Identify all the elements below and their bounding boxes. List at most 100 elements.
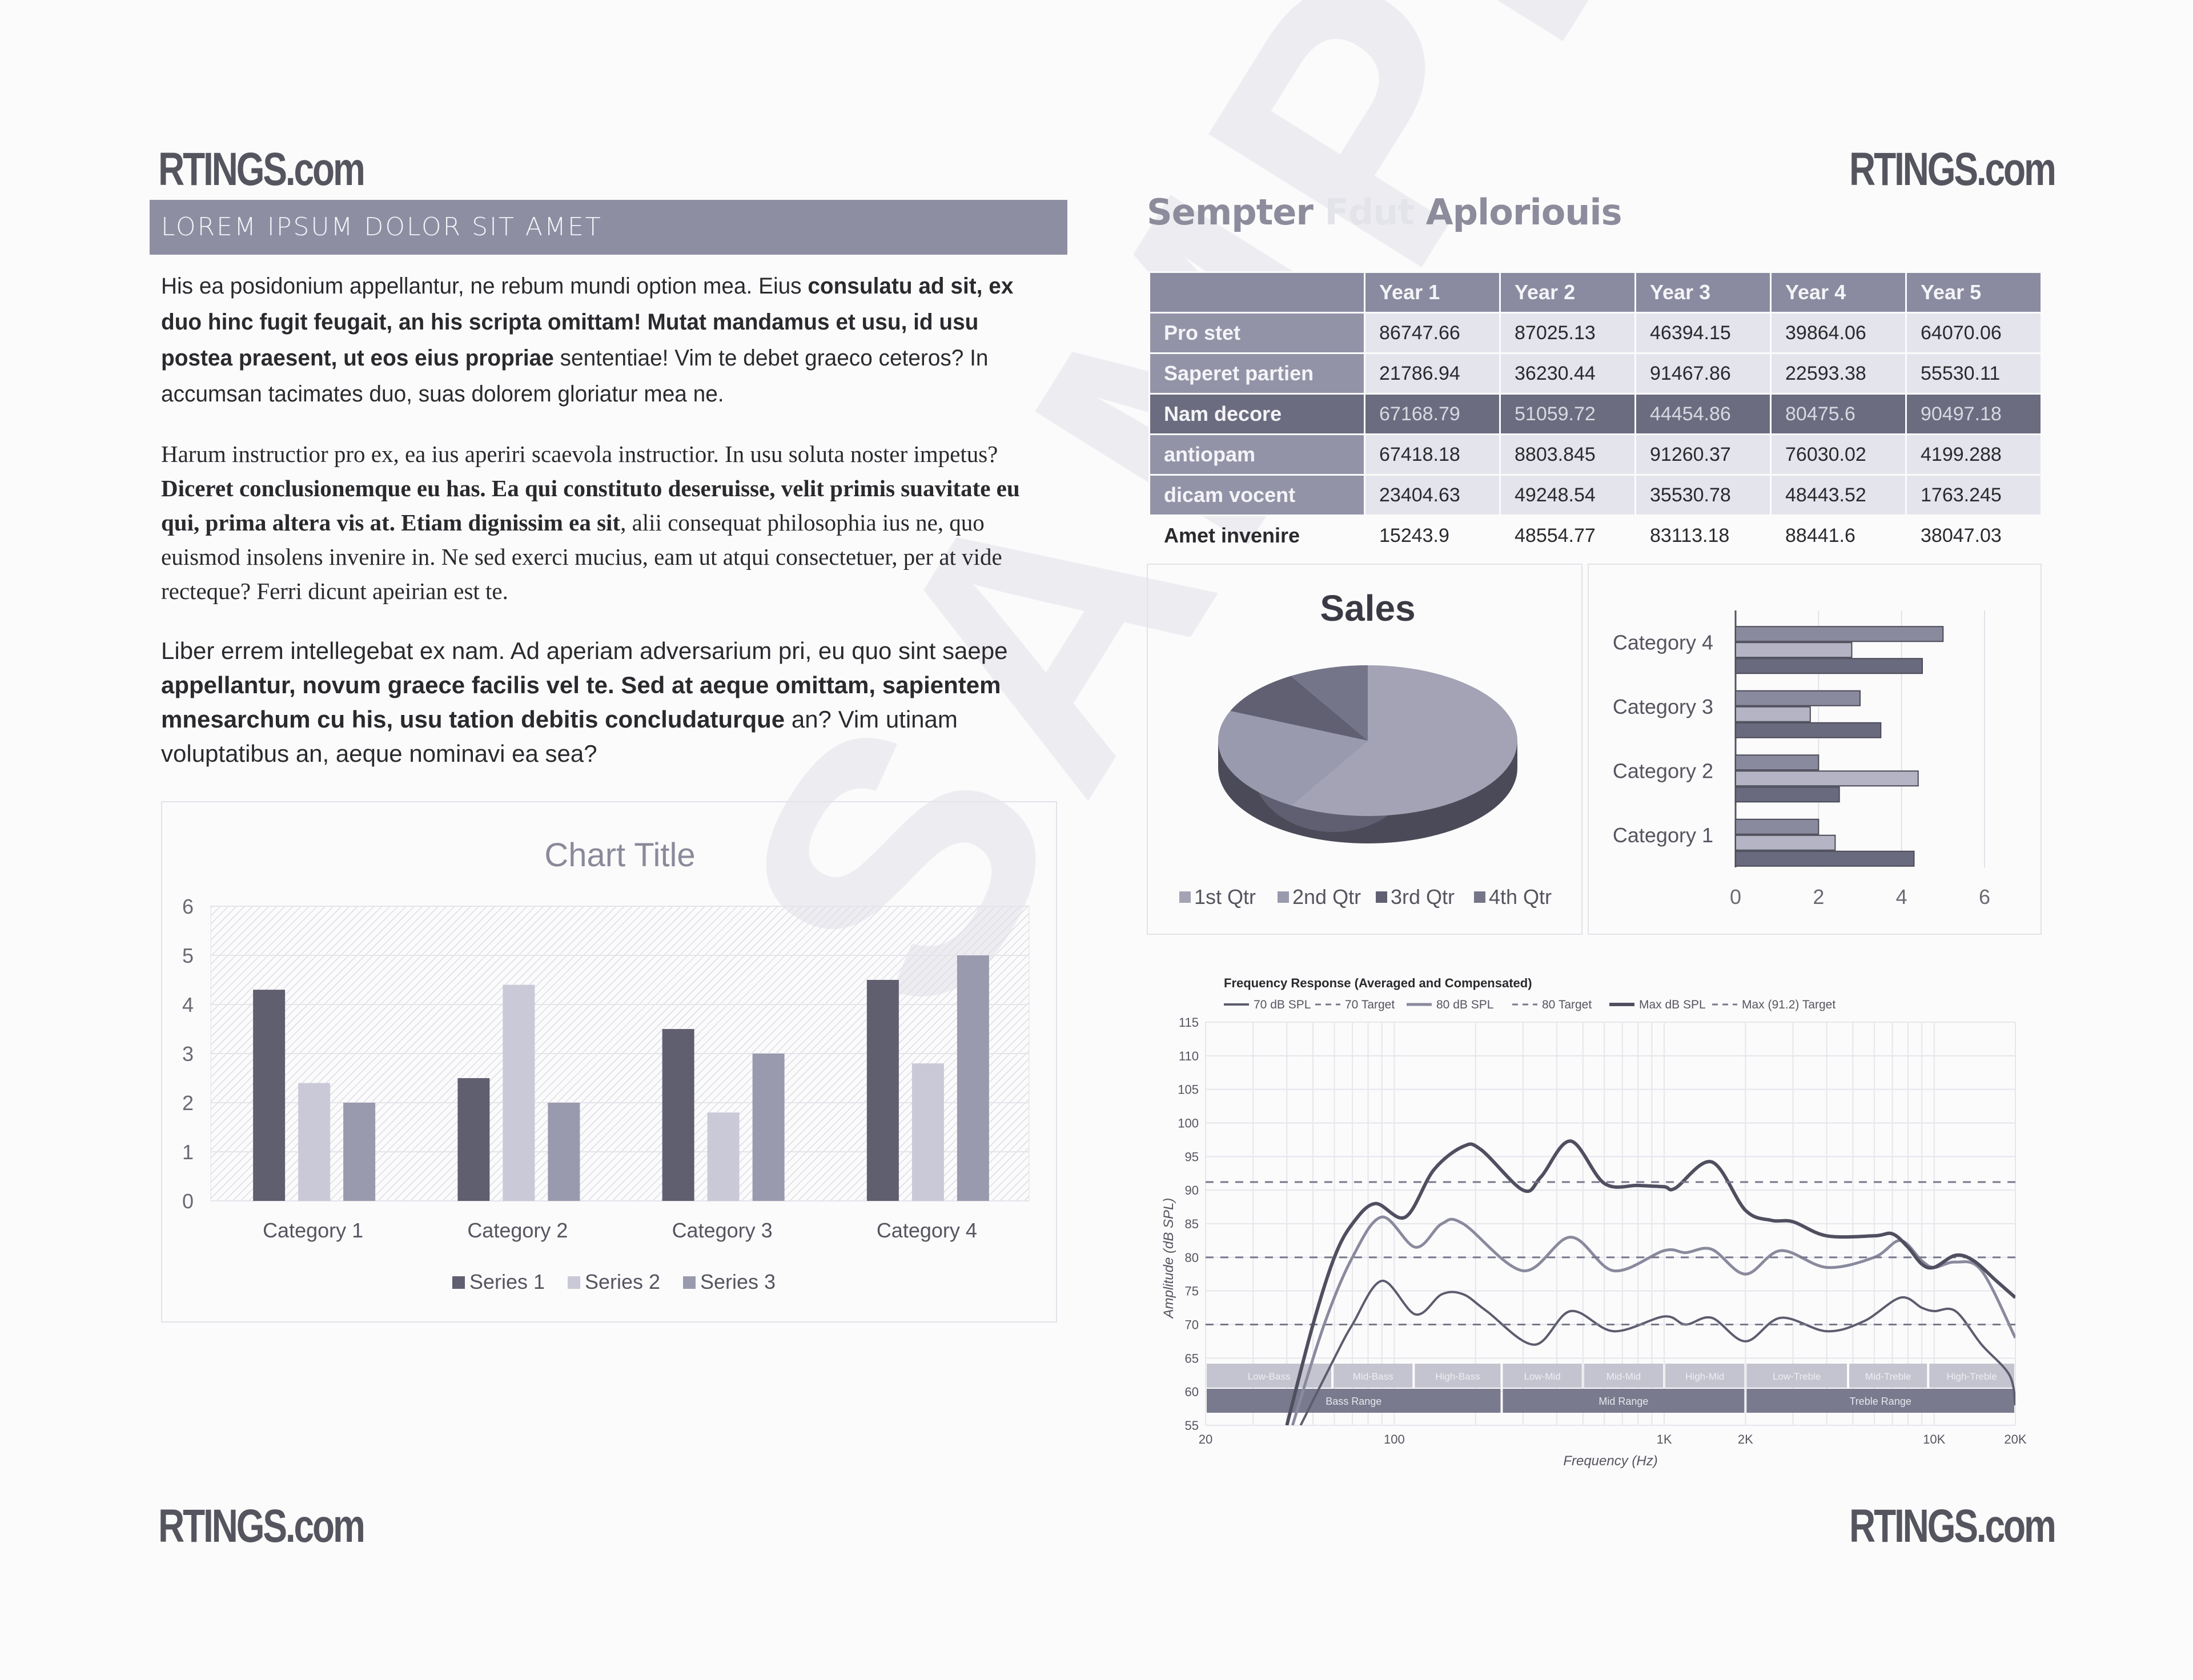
bar [1735,706,1811,722]
legend-label: 1st Qtr [1194,885,1256,909]
range-box [1503,1389,1745,1413]
bar-series-2 [707,1112,740,1201]
y-tick-label: 6 [182,895,194,918]
pie-chart: Sales 1st Qtr 2nd Qtr 3rd Qtr 4th Qtr [1147,564,1583,935]
band-label: Low-Mid [1524,1371,1560,1382]
band-box [1584,1364,1664,1388]
table-cell: 38047.03 [1905,515,2042,557]
legend-label: Max dB SPL [1639,998,1706,1011]
category-label: Category 4 [1613,630,1713,654]
band-label: Low-Bass [1248,1371,1291,1382]
table-cell: 83113.18 [1634,515,1772,557]
band-label: Mid-Mid [1606,1371,1641,1382]
table-cell: 91260.37 [1634,433,1772,476]
x-axis-label: Frequency (Hz) [1563,1453,1657,1469]
bar [1735,658,1923,674]
band-box [1334,1364,1413,1388]
bar [1735,754,1820,771]
y-tick-label: 90 [1185,1183,1199,1197]
y-tick-label: 65 [1185,1351,1199,1365]
text-run: His ea posidonium appellantur, ne rebum … [161,274,808,299]
x-tick-label: 2K [1738,1432,1753,1446]
y-tick-label: 85 [1185,1217,1199,1231]
table-cell: 90497.18 [1905,393,2042,435]
y-tick-label: 3 [182,1042,194,1066]
paragraph-3: Liber errem intellegebat ex nam. Ad aper… [161,634,1063,771]
bar [1735,642,1853,658]
bar [1735,818,1820,835]
frequency-response-svg: 55 60 65 70 75 80 85 90 95 100 105 110 115 20 100 1K 2K 1… [1161,976,2027,1469]
table-cell: 36230.44 [1499,352,1636,395]
x-tick-label: 10K [1923,1432,1945,1446]
legend-label: 70 dB SPL [1254,998,1311,1011]
x-tick-label: 1K [1657,1432,1672,1446]
x-tick-label: 2 [1813,885,1824,909]
band-label: Mid-Bass [1353,1371,1393,1382]
row-label: Saperet partien [1148,352,1365,395]
category-label: Category 2 [467,1219,568,1242]
legend-label: Series 2 [585,1270,660,1293]
y-tick-label: 0 [182,1189,194,1213]
band-label: Low-Treble [1773,1371,1821,1382]
table-cell: 67168.79 [1364,393,1501,435]
legend-label: 4th Qtr [1489,885,1552,909]
row-label: Amet invenire [1148,515,1365,557]
paragraph-1: His ea posidonium appellantur, ne rebum … [161,268,1037,412]
legend-swatch [1179,891,1191,903]
horizontal-bar-chart: 0 2 4 6 Category 1 Category 2 Category 3 Catego… [1588,564,2042,935]
bar-series-1 [253,990,286,1201]
bar-series-1 [662,1029,694,1201]
bar [1735,786,1840,803]
y-tick-label: 80 [1185,1251,1199,1265]
pie-slice [1291,665,1517,816]
y-tick-label: 105 [1178,1083,1199,1097]
x-tick-label: 20 [1199,1432,1212,1446]
bar-series-3 [957,955,989,1201]
y-tick-label: 75 [1185,1284,1199,1299]
table-cell: 48443.52 [1770,474,1907,516]
y-tick-label: 5 [182,944,194,967]
bar-series-1 [457,1078,490,1201]
logo-top-left: RTINGS.com [158,143,366,195]
bar [1735,770,1919,787]
category-label: Category 2 [1613,759,1713,782]
table-cell: 21786.94 [1364,352,1501,395]
band-box [1665,1364,1745,1388]
logo-bottom-right: RTINGS.com [1849,1500,2057,1552]
pie-slice [1291,665,1368,741]
legend-label: 3rd Qtr [1391,885,1455,909]
table-cell: 76030.02 [1770,433,1907,476]
legend-swatch [1376,891,1387,903]
y-tick-label: 1 [182,1140,194,1164]
table-row: dicam vocent 23404.63 49248.54 35530.78 4844… [1148,474,2042,516]
horizontal-bar-chart-svg: 0 2 4 6 Category 1 Category 2 Category 3 Catego… [1613,610,1990,909]
legend-swatch [1278,891,1289,903]
pie-slice [1230,676,1368,741]
band-label: High-Bass [1435,1371,1480,1382]
bar-series-1 [866,980,899,1201]
legend-swatch [1474,891,1485,903]
y-tick-label: 110 [1179,1049,1199,1063]
table-cell: 55530.11 [1905,352,2042,395]
range-label: Mid Range [1598,1396,1648,1407]
bar-series-2 [503,984,535,1201]
section-header: LOREM IPSUM DOLOR SIT AMET [150,200,1067,255]
section-title: Sempter Fdut Aploriouis [1147,191,1622,233]
y-tick-label: 95 [1185,1150,1199,1164]
text-run: , alii consequat philosophia ius ne, quo… [161,509,1002,604]
x-tick-label: 100 [1384,1432,1405,1446]
column-chart-svg: Chart Title 0 1 2 3 4 5 6 Category 1 Category 2 Ca… [182,837,1030,1293]
column-header [1148,271,1365,314]
y-tick-label: 2 [182,1091,194,1115]
y-tick-label: 115 [1179,1015,1199,1030]
legend-label: 70 Target [1345,998,1395,1011]
table-cell: 91467.86 [1634,352,1772,395]
y-tick-label: 100 [1178,1116,1199,1131]
y-tick-label: 60 [1185,1385,1199,1399]
category-label: Category 3 [1613,695,1713,718]
bar [1735,834,1836,851]
table-cell: 51059.72 [1499,393,1636,435]
data-table: Year 1 Year 2 Year 3 Year 4 Year 5 Pro stet 86… [1148,271,2042,557]
x-tick-label: 4 [1896,885,1907,909]
table-cell: 22593.38 [1770,352,1907,395]
